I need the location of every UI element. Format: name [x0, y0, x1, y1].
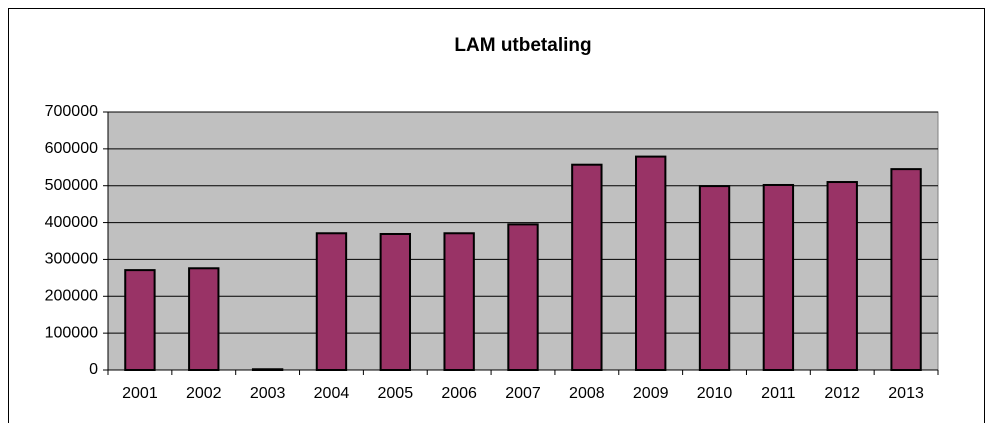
x-tick-label: 2005 — [378, 385, 414, 402]
bar — [826, 181, 858, 371]
bar — [507, 223, 539, 371]
bar — [251, 368, 284, 371]
x-tick-label: 2012 — [824, 385, 860, 402]
bar — [188, 267, 220, 372]
bar — [890, 168, 922, 371]
y-tick-label: 300000 — [45, 251, 98, 268]
x-tick-label: 2013 — [888, 385, 924, 402]
y-tick-label: 0 — [89, 361, 98, 378]
y-tick-label: 200000 — [45, 288, 98, 305]
y-tick-label: 500000 — [45, 177, 98, 194]
bar — [124, 269, 156, 372]
y-tick-label: 100000 — [45, 324, 98, 341]
x-tick-label: 2004 — [314, 385, 350, 402]
chart-title: LAM utbetaling — [454, 35, 591, 56]
bar — [315, 232, 348, 371]
x-tick-label: 2010 — [697, 385, 733, 402]
bar — [443, 232, 475, 371]
x-tick-label: 2011 — [761, 385, 796, 402]
x-tick-label: 2001 — [122, 385, 158, 402]
bar — [635, 155, 667, 371]
bar — [571, 163, 603, 371]
y-tick-label: 700000 — [45, 103, 98, 120]
y-tick-label: 400000 — [45, 214, 98, 231]
x-tick-label: 2003 — [250, 385, 286, 402]
x-tick-label: 2006 — [441, 385, 477, 402]
x-tick-label: 2008 — [569, 385, 605, 402]
bar — [762, 183, 795, 371]
x-tick-label: 2009 — [633, 385, 669, 402]
bar — [698, 185, 731, 371]
x-tick-label: 2007 — [505, 385, 541, 402]
y-tick-label: 600000 — [45, 140, 98, 157]
bar — [379, 232, 411, 371]
x-tick-label: 2002 — [186, 385, 222, 402]
